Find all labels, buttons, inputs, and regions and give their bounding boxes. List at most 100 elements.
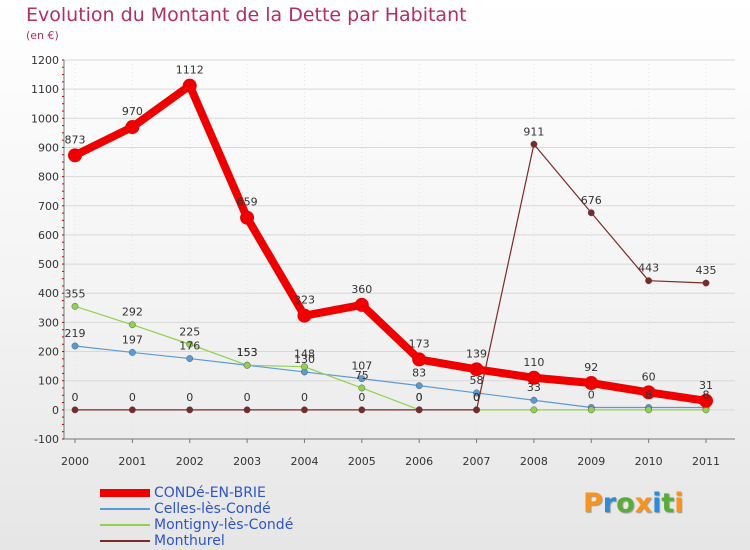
data-label: 219 xyxy=(65,327,86,340)
data-label: 139 xyxy=(466,347,487,360)
data-point xyxy=(297,308,312,323)
data-label: 443 xyxy=(638,262,659,275)
data-point xyxy=(526,370,541,385)
data-point xyxy=(186,355,194,362)
y-tick-label: 600 xyxy=(38,229,59,242)
data-point xyxy=(415,382,423,390)
data-point xyxy=(412,352,427,367)
data-point xyxy=(128,321,136,329)
y-tick-label: 1200 xyxy=(31,54,59,67)
grid xyxy=(64,59,735,440)
legend-label: CONDé-EN-BRIE xyxy=(154,485,266,501)
data-point xyxy=(530,406,538,414)
data-label: 911 xyxy=(523,125,544,138)
data-label: 107 xyxy=(351,360,372,373)
data-point xyxy=(301,363,308,371)
data-label: 110 xyxy=(523,356,544,369)
y-tick-label: 200 xyxy=(38,346,59,359)
data-point xyxy=(530,140,538,148)
data-label: 0 xyxy=(473,391,480,404)
data-label: 8 xyxy=(703,389,710,402)
y-tick-label: 300 xyxy=(38,316,59,329)
data-label: 0 xyxy=(72,391,79,404)
data-label: 176 xyxy=(179,340,200,353)
series-line xyxy=(74,143,707,411)
data-label: 33 xyxy=(527,381,541,394)
data-point xyxy=(473,406,480,414)
y-tick-label: 500 xyxy=(38,258,59,271)
data-label: 355 xyxy=(65,287,86,300)
data-label: 58 xyxy=(470,374,484,387)
data-point xyxy=(71,302,79,310)
data-point xyxy=(469,362,484,377)
y-tick-label: 1000 xyxy=(31,112,59,125)
data-label: 0 xyxy=(301,391,308,404)
data-label: 659 xyxy=(237,196,258,209)
legend-swatch xyxy=(100,524,150,526)
y-tick-label: 700 xyxy=(38,200,59,213)
legend-label: Montigny-lès-Condé xyxy=(154,517,294,533)
chart-title: Evolution du Montant de la Dette par Hab… xyxy=(26,4,467,26)
series-line xyxy=(71,81,710,405)
data-label: 0 xyxy=(588,389,595,402)
series-line xyxy=(74,305,707,411)
data-label: 31 xyxy=(699,379,713,392)
data-label: 153 xyxy=(237,346,258,359)
legend-item: Montigny-lès-Condé xyxy=(100,517,293,533)
logo-letter: t xyxy=(661,488,675,519)
logo-letter: x xyxy=(634,488,653,519)
data-label: 0 xyxy=(416,391,423,404)
data-point xyxy=(645,406,653,414)
data-point xyxy=(584,376,599,391)
proxiti-logo: Proxiti xyxy=(583,488,684,519)
data-point xyxy=(587,209,595,217)
data-point xyxy=(68,148,82,163)
data-point xyxy=(641,385,656,400)
data-point xyxy=(186,406,194,414)
data-point xyxy=(240,210,255,225)
data-label: 292 xyxy=(122,306,143,319)
x-tick-label: 2002 xyxy=(176,455,204,468)
data-label: 323 xyxy=(294,294,315,307)
x-tick-label: 2011 xyxy=(692,455,720,468)
legend-item: Monthurel xyxy=(100,533,293,549)
legend-swatch xyxy=(100,508,150,510)
chart-subtitle: (en €) xyxy=(26,29,59,42)
legend-swatch xyxy=(100,489,150,497)
data-label: 197 xyxy=(122,333,143,346)
data-point xyxy=(358,406,366,414)
data-point xyxy=(530,396,538,404)
data-point xyxy=(186,340,194,348)
data-label: 0 xyxy=(244,391,251,404)
data-label: 75 xyxy=(355,369,369,382)
data-point xyxy=(358,375,366,383)
data-point xyxy=(71,406,79,414)
x-tick-label: 2004 xyxy=(290,455,318,468)
y-tick-label: 100 xyxy=(38,375,59,388)
data-point xyxy=(128,349,136,356)
x-tick-label: 2009 xyxy=(577,455,605,468)
x-tick-label: 2003 xyxy=(233,455,261,468)
data-point xyxy=(125,120,140,135)
logo-letter: i xyxy=(674,488,684,519)
x-tick-label: 2006 xyxy=(405,455,433,468)
y-tick-label: 0 xyxy=(52,404,59,417)
data-label: 0 xyxy=(129,391,136,404)
x-tick-label: 2007 xyxy=(463,455,491,468)
data-label: 0 xyxy=(186,391,193,404)
data-label: 0 xyxy=(358,391,365,404)
series-3 xyxy=(71,140,710,414)
data-label: 83 xyxy=(412,367,426,380)
logo-letter: P xyxy=(583,488,603,519)
data-point xyxy=(243,406,251,414)
data-label: 130 xyxy=(294,353,315,366)
x-tick-label: 2008 xyxy=(520,455,548,468)
x-tick-label: 2001 xyxy=(118,455,146,468)
data-label: 60 xyxy=(642,370,656,383)
data-point xyxy=(415,406,423,414)
data-point xyxy=(301,406,308,414)
legend-label: Celles-lès-Condé xyxy=(154,501,271,517)
data-label: 435 xyxy=(696,264,717,277)
y-tick-label: 900 xyxy=(38,141,59,154)
